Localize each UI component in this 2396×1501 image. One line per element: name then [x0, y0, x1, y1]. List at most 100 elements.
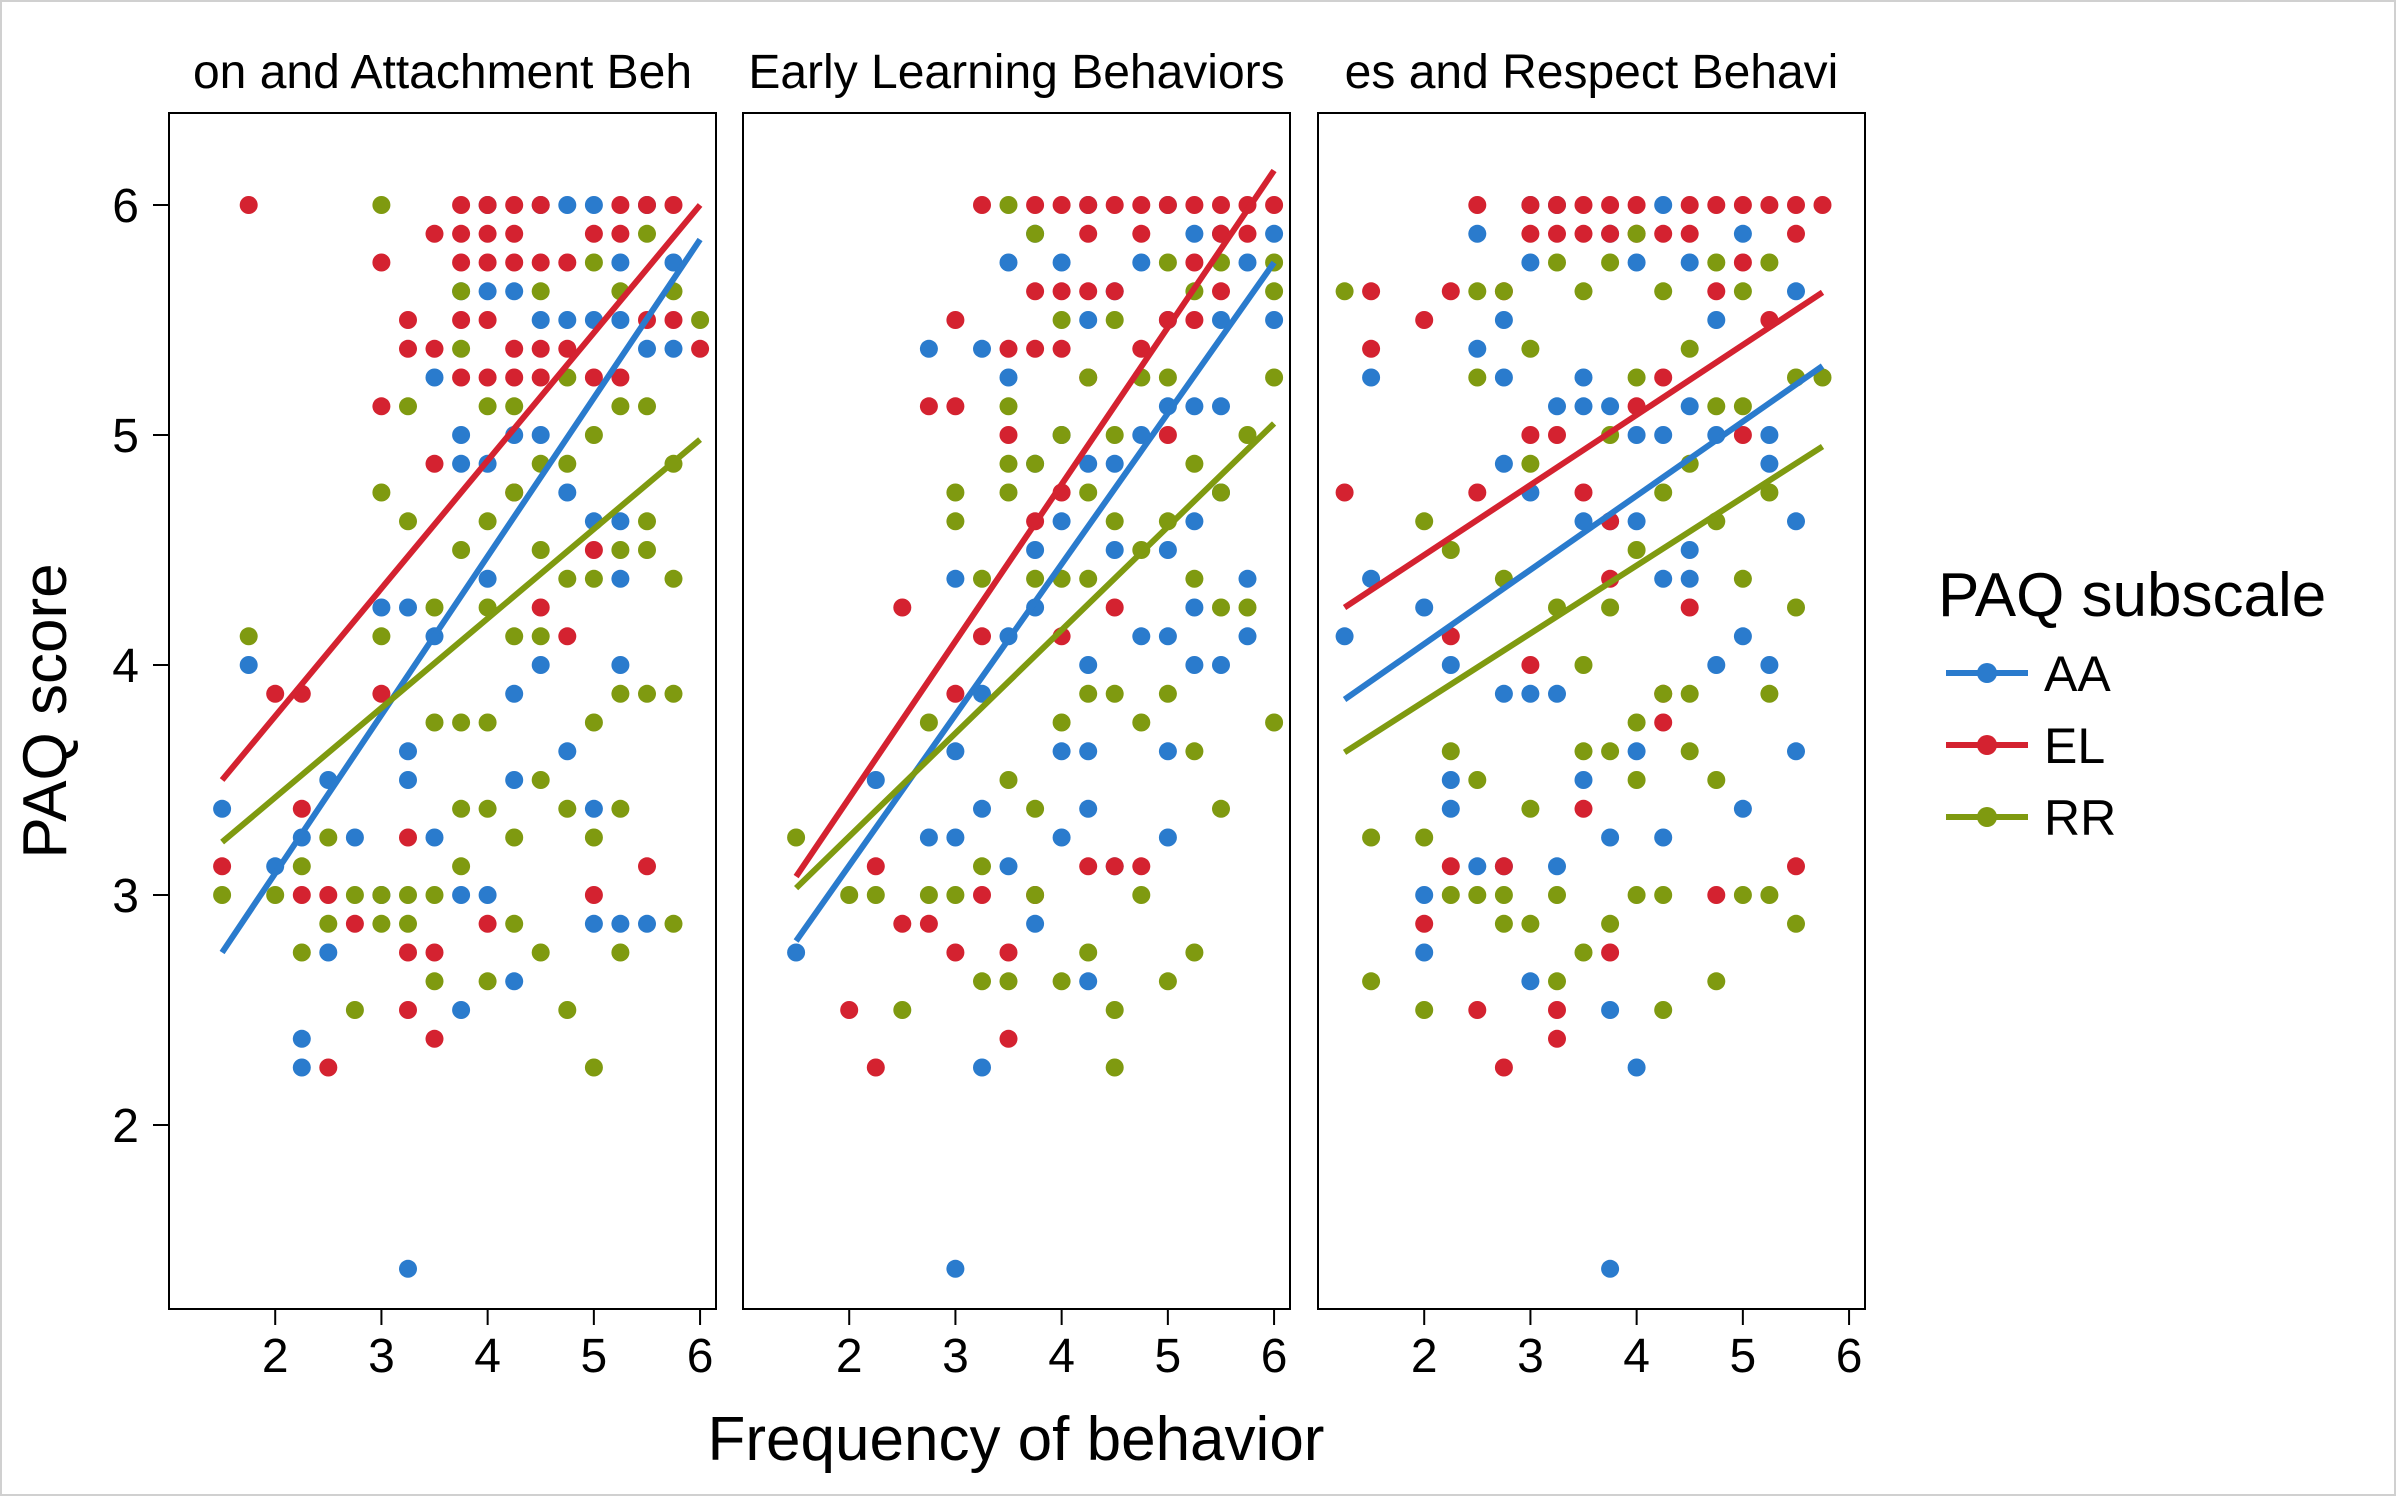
data-point-rr: [266, 886, 285, 904]
data-point-aa: [1548, 684, 1566, 703]
data-point-aa: [1415, 886, 1434, 904]
data-point-el: [1521, 656, 1540, 674]
data-point-aa: [1265, 311, 1284, 329]
data-point-rr: [1760, 483, 1779, 502]
data-point-aa: [973, 684, 991, 703]
data-point-el: [1680, 598, 1699, 617]
x-tick-label: 4: [1048, 1330, 1075, 1383]
data-point-el: [531, 253, 550, 272]
data-point-aa: [1574, 512, 1593, 531]
data-point-el: [425, 339, 444, 358]
data-point-aa: [1441, 656, 1460, 674]
data-point-el: [505, 253, 524, 272]
data-point-aa: [452, 1001, 471, 1019]
data-point-rr: [1787, 598, 1805, 617]
data-point-el: [1707, 282, 1726, 301]
data-point-rr: [505, 483, 524, 502]
data-point-aa: [1415, 943, 1434, 962]
data-point-el: [319, 1058, 338, 1077]
data-point-el: [1026, 282, 1045, 301]
data-point-rr: [1494, 282, 1513, 301]
data-point-el: [1185, 196, 1204, 214]
data-point-rr: [1105, 311, 1124, 329]
data-point-rr: [1158, 684, 1177, 703]
data-point-el: [1574, 196, 1593, 214]
data-point-rr: [1212, 598, 1230, 617]
data-point-el: [999, 426, 1018, 444]
data-point-rr: [1707, 397, 1726, 416]
data-point-el: [1733, 253, 1752, 272]
data-point-rr: [973, 972, 991, 991]
data-point-aa: [505, 972, 524, 991]
data-point-rr: [399, 397, 417, 416]
data-point-rr: [1238, 426, 1257, 444]
data-point-aa: [866, 771, 885, 789]
data-point-el: [946, 397, 965, 416]
data-point-aa: [1185, 598, 1204, 617]
data-point-el: [1654, 713, 1673, 732]
data-point-el: [531, 339, 550, 358]
data-point-rr: [1052, 713, 1071, 732]
data-point-rr: [452, 799, 471, 818]
data-point-el: [1468, 483, 1487, 502]
data-point-rr: [1441, 541, 1460, 559]
data-point-aa: [584, 799, 603, 818]
data-point-el: [1158, 426, 1177, 444]
data-point-el: [399, 339, 417, 358]
data-point-el: [611, 224, 630, 243]
data-point-el: [1548, 1029, 1566, 1048]
data-point-rr: [558, 569, 577, 588]
data-point-aa: [452, 886, 471, 904]
data-point-aa: [1441, 799, 1460, 818]
data-point-rr: [1627, 368, 1646, 387]
trend-line-aa: [793, 260, 1277, 943]
y-tick-label: 5: [112, 410, 139, 463]
data-point-el: [1494, 857, 1513, 876]
data-point-rr: [1733, 282, 1752, 301]
y-tick-label: 3: [112, 870, 139, 923]
data-point-rr: [425, 713, 444, 732]
data-point-rr: [425, 886, 444, 904]
data-point-aa: [1158, 627, 1177, 646]
data-point-aa: [1158, 828, 1177, 847]
data-point-aa: [1468, 339, 1487, 358]
data-point-el: [1212, 282, 1230, 301]
x-tick-label: 5: [1730, 1330, 1757, 1383]
data-point-rr: [866, 886, 885, 904]
data-point-el: [1441, 857, 1460, 876]
data-point-aa: [1212, 397, 1230, 416]
data-point-rr: [372, 483, 391, 502]
data-point-el: [1079, 857, 1098, 876]
data-point-el: [1132, 857, 1151, 876]
data-point-aa: [1707, 311, 1726, 329]
data-point-rr: [1026, 224, 1045, 243]
data-point-el: [919, 397, 938, 416]
data-point-el: [840, 1001, 859, 1019]
data-point-aa: [1335, 627, 1354, 646]
data-point-el: [946, 684, 965, 703]
data-point-el: [638, 196, 656, 214]
data-point-rr: [1212, 799, 1230, 818]
legend: PAQ subscale AA EL RR: [1938, 561, 2326, 846]
data-point-aa: [1760, 656, 1779, 674]
data-point-aa: [478, 282, 497, 301]
data-point-rr: [1733, 569, 1752, 588]
data-point-rr: [292, 943, 311, 962]
x-tick-label: 5: [1155, 1330, 1182, 1383]
data-point-rr: [1132, 886, 1151, 904]
data-point-el: [1574, 483, 1593, 502]
data-point-aa: [973, 799, 991, 818]
data-point-rr: [1265, 713, 1284, 732]
data-point-rr: [531, 943, 550, 962]
data-point-aa: [1185, 397, 1204, 416]
data-point-aa: [1627, 1058, 1646, 1077]
data-point-el: [1105, 196, 1124, 214]
data-point-rr: [1185, 742, 1204, 761]
data-point-rr: [372, 196, 391, 214]
data-point-el: [1548, 1001, 1566, 1019]
data-point-aa: [1654, 426, 1673, 444]
data-point-el: [1548, 224, 1566, 243]
panel-title: es and Respect Behavi: [1345, 46, 1839, 99]
data-point-aa: [1733, 224, 1752, 243]
data-point-aa: [558, 196, 577, 214]
